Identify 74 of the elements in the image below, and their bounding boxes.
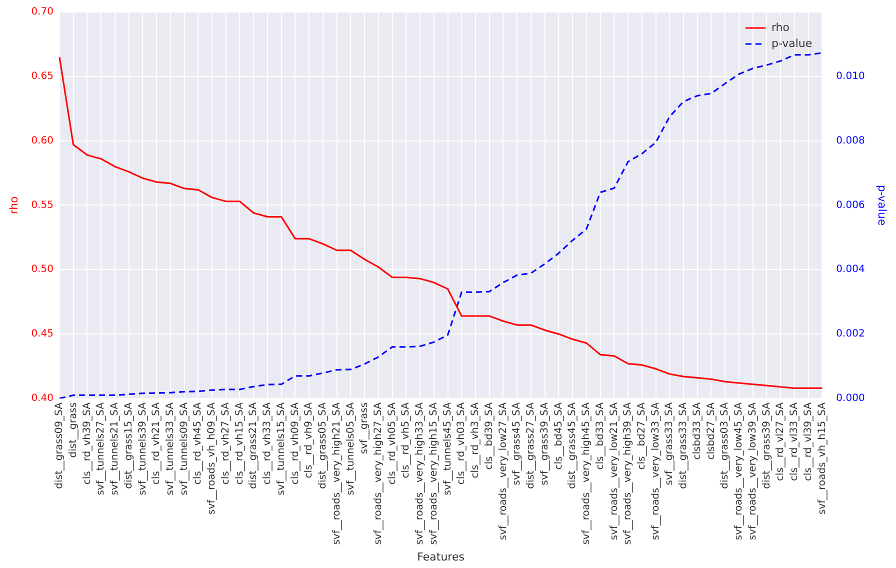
x-tick-label: cls__rd_vh33_SA: [262, 402, 274, 485]
x-tick-label: svf__roads__very_high39_SA: [622, 402, 634, 545]
x-tick-label: svf__roads__very_low27_SA: [498, 402, 509, 540]
y-tick-label: 0.70: [31, 6, 54, 18]
x-tick-label: clsbd33_SA: [692, 402, 703, 460]
x-tick-label: dist__grass33_SA: [678, 402, 690, 489]
x-tick-label: svf__roads__very_high15_SA: [428, 402, 440, 545]
y-tick-label: 0.45: [31, 328, 54, 340]
x-tick-label: dist__grass03_SA: [720, 402, 731, 489]
x-tick-label: svf__tunnels33_SA: [165, 402, 176, 496]
x-tick-label: cls__rd_vh9_SA: [304, 402, 315, 478]
x-tick-label: cls__rd_vl33_SA: [789, 402, 800, 482]
x-tick-label: dist__grass39_SA: [761, 402, 772, 489]
x-tick-label: svf__roads__very_high45_SA: [581, 402, 592, 545]
x-tick-label: svf__roads__very_high27_SA: [373, 402, 384, 545]
x-tick-label: cls__rd_vh39_SA: [82, 402, 93, 485]
x-tick-label: cls__rd_vl27_SA: [775, 402, 786, 482]
y-axis-title: rho: [7, 196, 20, 214]
x-tick-label: cls__rd_vh15_SA: [234, 402, 246, 485]
x-tick-label: svf__roads__very_high21_SA: [331, 402, 342, 545]
x-tick-label: cls__rd_vh5_SA: [400, 402, 412, 478]
x-tick-label: svf__tunnels15_SA: [276, 402, 287, 496]
y2-tick-label: 0.000: [836, 393, 865, 404]
x-tick-label: dist__grass09_SA: [54, 402, 66, 489]
x-tick-label: cls__bd33_SA: [594, 402, 606, 470]
x-tick-label: cls__rd_vh45_SA: [192, 402, 204, 485]
x-tick-label: svf__roads_vh_h09_SA: [206, 402, 218, 515]
x-tick-label: cls__bd27_SA: [636, 402, 648, 470]
x-tick-label: svf__tunnels21_SA: [110, 402, 121, 496]
x-tick-label: cls__rd_vh05_SA: [386, 402, 398, 485]
x-tick-label: svf__grass33_SA: [664, 402, 676, 486]
y-tick-label: 0.60: [31, 135, 54, 146]
x-tick-label: cls__bd45_SA: [553, 402, 564, 470]
y2-tick-label: 0.010: [836, 71, 865, 82]
y2-tick-label: 0.008: [836, 135, 865, 146]
x-tick-label: svf__roads_vh_h15_SA: [816, 402, 828, 515]
y2-axis-title: p-value: [876, 184, 889, 226]
legend-label: rho: [771, 20, 790, 34]
x-tick-label: svf__roads__very_high33_SA: [414, 402, 426, 545]
x-tick-label: cls__rd_vh3_SA: [470, 402, 482, 478]
x-tick-label: cls__rd_vl39_SA: [802, 402, 814, 482]
x-axis-title: Features: [417, 550, 465, 564]
x-tick-label: svf__roads__very_low39_SA: [747, 402, 758, 540]
x-tick-label: svf__tunnels27_SA: [96, 402, 107, 496]
x-tick-label: cls__rd_vh09_SA: [290, 402, 301, 485]
x-tick-label: dist__grass45_SA: [567, 402, 578, 489]
x-tick-label: svf__roads__very_low45_SA: [734, 402, 745, 540]
x-tick-label: cls__rd_vh21_SA: [151, 402, 162, 485]
x-tick-label: dist__grass21_SA: [248, 402, 260, 489]
x-tick-label: svf__grass: [359, 402, 370, 454]
y-tick-label: 0.65: [31, 71, 54, 82]
x-tick-label: dist__grass15_SA: [123, 402, 134, 489]
x-tick-label: dist__grass05_SA: [318, 402, 329, 489]
y2-tick-label: 0.004: [836, 264, 865, 276]
x-tick-label: svf__tunnels09_SA: [178, 402, 190, 496]
x-tick-label: svf__roads__very_low33_SA: [650, 402, 662, 540]
y-tick-label: 0.55: [31, 200, 54, 211]
x-tick-label: svf__tunnels05_SA: [345, 402, 356, 496]
x-tick-label: svf__tunnels45_SA: [442, 402, 454, 496]
y2-tick-label: 0.002: [836, 328, 865, 340]
y-tick-label: 0.40: [31, 393, 54, 404]
x-tick-label: cls__rd_vh03_SA: [456, 402, 468, 485]
x-tick-label: dist__grass27_SA: [526, 402, 537, 489]
x-tick-label: svf__tunnels39_SA: [137, 402, 148, 496]
x-tick-label: cls__rd_vh27_SA: [220, 402, 232, 485]
x-tick-label: clsbd27_SA: [706, 402, 717, 460]
x-tick-label: svf__grass39_SA: [539, 402, 550, 486]
x-tick-label: svf__roads__very_low21_SA: [608, 402, 620, 540]
legend-label: p-value: [771, 36, 812, 50]
x-tick-label: dist__grass: [68, 402, 79, 458]
y-tick-label: 0.50: [31, 264, 54, 276]
x-tick-label: cls__bd39_SA: [484, 402, 495, 470]
y2-tick-label: 0.006: [836, 200, 865, 211]
x-tick-label: svf__grass45_SA: [512, 402, 523, 486]
